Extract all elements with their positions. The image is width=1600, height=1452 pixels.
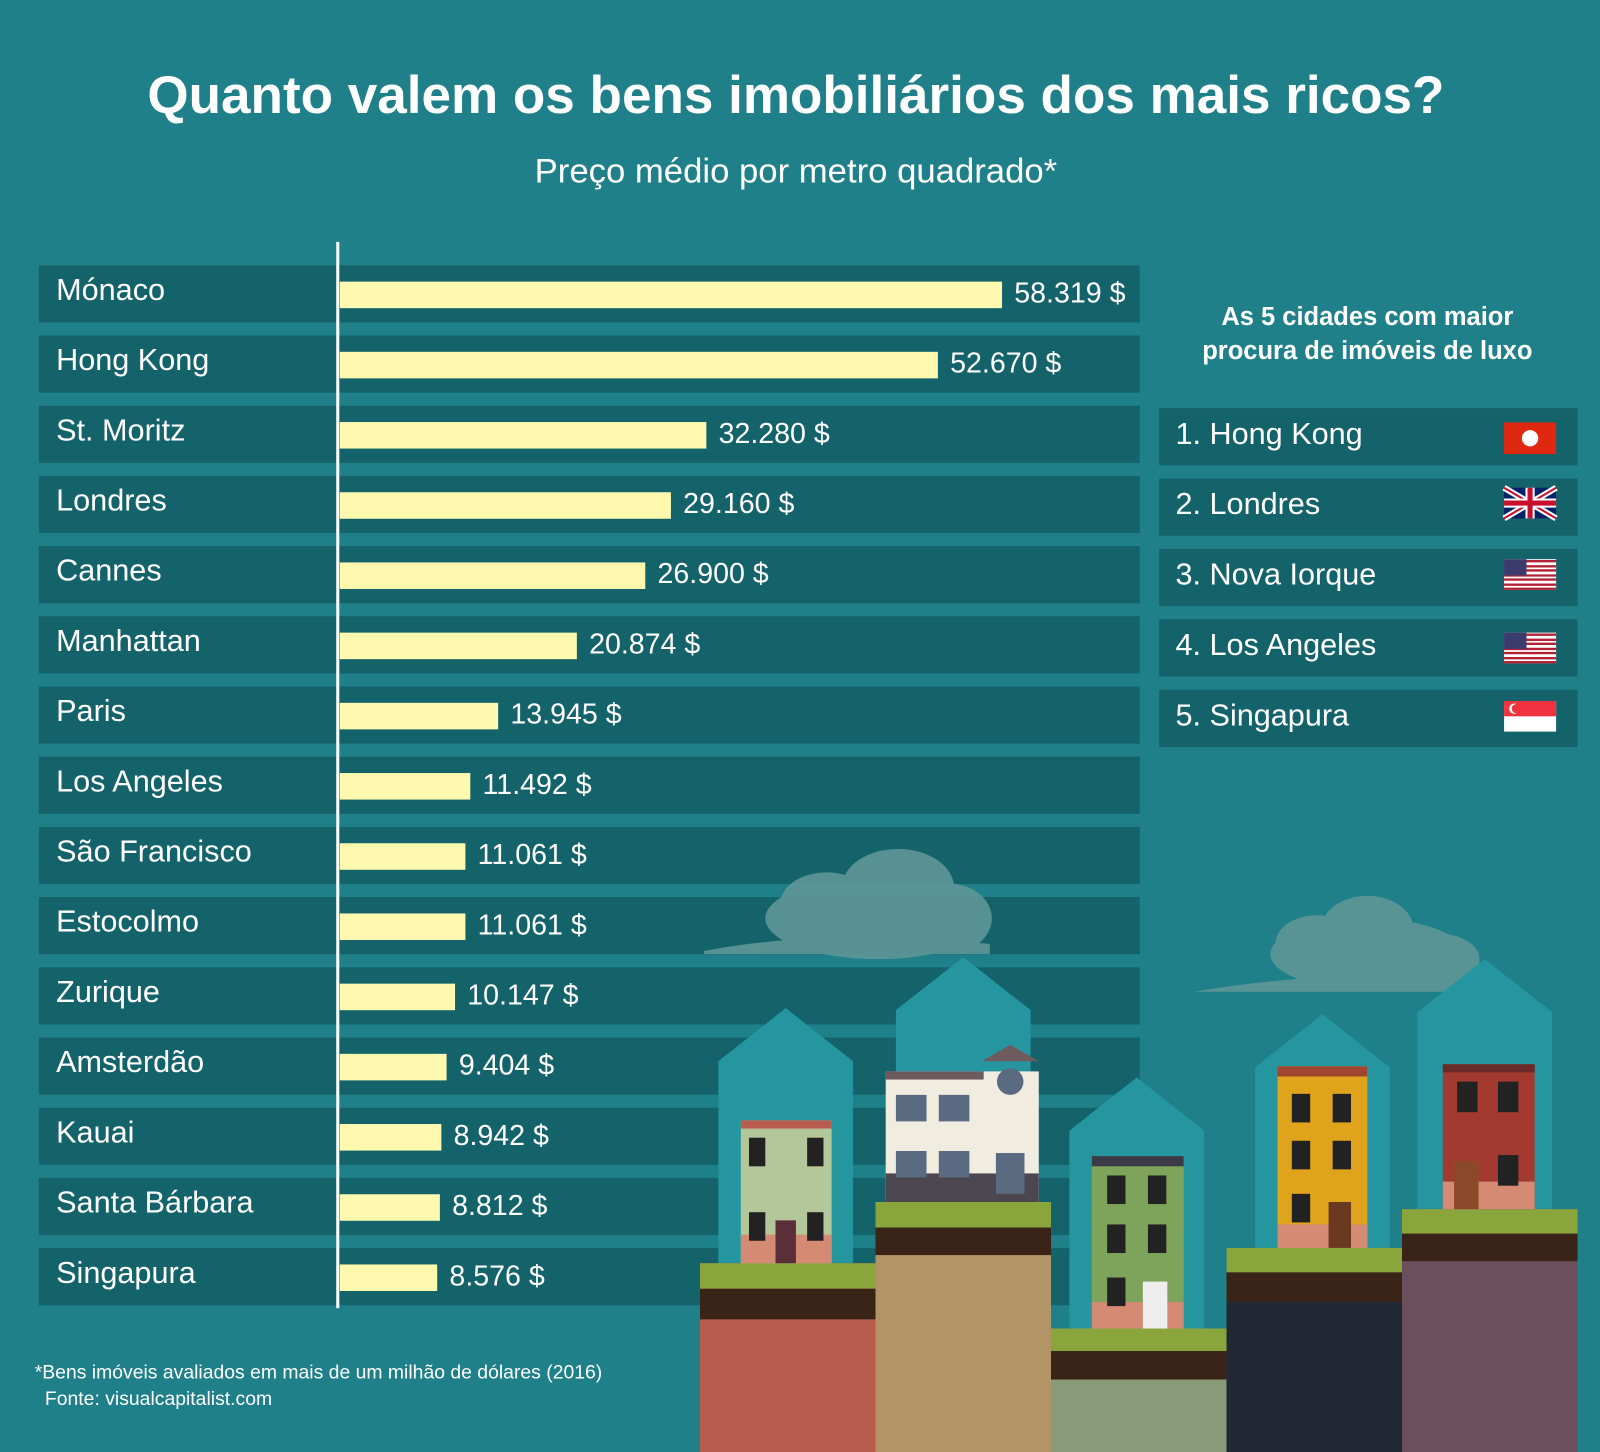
flag-us [1504,632,1557,664]
category-label: Estocolmo [56,905,199,939]
panel-item: 5. Singapura [1175,698,1350,732]
bar [339,913,466,940]
value-label: 20.874 $ [589,628,700,660]
panel-item: 2. Londres [1175,487,1320,521]
chart-subtitle: Preço médio por metro quadrado* [535,153,1058,191]
value-label: 29.160 $ [683,488,794,520]
category-label: Amsterdão [56,1045,204,1079]
value-label: 8.812 $ [452,1190,547,1222]
flag-us [1504,559,1557,590]
flag-sg [1504,701,1557,732]
value-label: 11.061 $ [478,839,587,871]
bar [339,562,646,589]
value-label: 8.576 $ [449,1260,544,1292]
bar [339,773,471,800]
flag-hk [1504,422,1557,455]
bar [339,1124,442,1151]
value-label: 8.942 $ [454,1120,549,1152]
bar [339,632,577,660]
row-background [38,826,1140,885]
value-label: 9.404 $ [459,1050,554,1082]
category-label: Paris [56,694,126,728]
category-label: Singapura [56,1256,197,1290]
bar [339,983,456,1011]
bar [339,492,671,519]
source: Fonte: visualcapitalist.com [45,1388,272,1410]
value-label: 10.147 $ [467,979,578,1011]
category-label: São Francisco [56,835,252,869]
flags [1502,422,1558,732]
panel-item: 4. Los Angeles [1175,628,1376,662]
bar [339,422,707,449]
bar [339,1264,438,1291]
category-label: St. Moritz [56,413,185,447]
category-label: Kauai [56,1115,134,1149]
ground-columns [700,1202,1578,1452]
category-label: Zurique [56,975,160,1009]
row-background [38,686,1140,744]
panel-title: procura de imóveis de luxo [1202,337,1532,365]
footnote: *Bens imóveis avaliados em mais de um mi… [35,1362,603,1384]
illustration [700,848,1578,1452]
category-label: Hong Kong [56,343,209,377]
category-label: Londres [56,484,167,518]
value-label: 13.945 $ [510,699,621,731]
cloud [704,848,992,960]
panel-item: 1. Hong Kong [1175,417,1362,451]
bar [339,1053,447,1081]
flag-uk [1502,485,1558,521]
bar [339,351,938,379]
bar [339,702,499,730]
panel-item: 3. Nova Iorque [1175,558,1376,592]
bar [339,281,1003,309]
bar [339,843,466,870]
category-label: Mónaco [56,273,165,307]
value-label: 26.900 $ [658,558,769,590]
value-label: 58.319 $ [1014,277,1125,309]
panel-title: As 5 cidades com maior [1221,303,1513,331]
category-label: Cannes [56,554,162,588]
houses [740,1044,1535,1329]
row-background [38,616,1140,674]
cloud [1193,895,1500,992]
value-label: 32.280 $ [719,418,830,450]
row-background [38,756,1140,814]
value-label: 11.492 $ [483,769,592,801]
category-label: Santa Bárbara [56,1186,254,1220]
chart-title: Quanto valem os bens imobiliários dos ma… [147,66,1444,125]
category-label: Manhattan [56,624,201,658]
bar [339,1194,440,1221]
value-label: 11.061 $ [478,909,587,941]
category-label: Los Angeles [56,764,223,798]
value-label: 52.670 $ [950,348,1061,380]
